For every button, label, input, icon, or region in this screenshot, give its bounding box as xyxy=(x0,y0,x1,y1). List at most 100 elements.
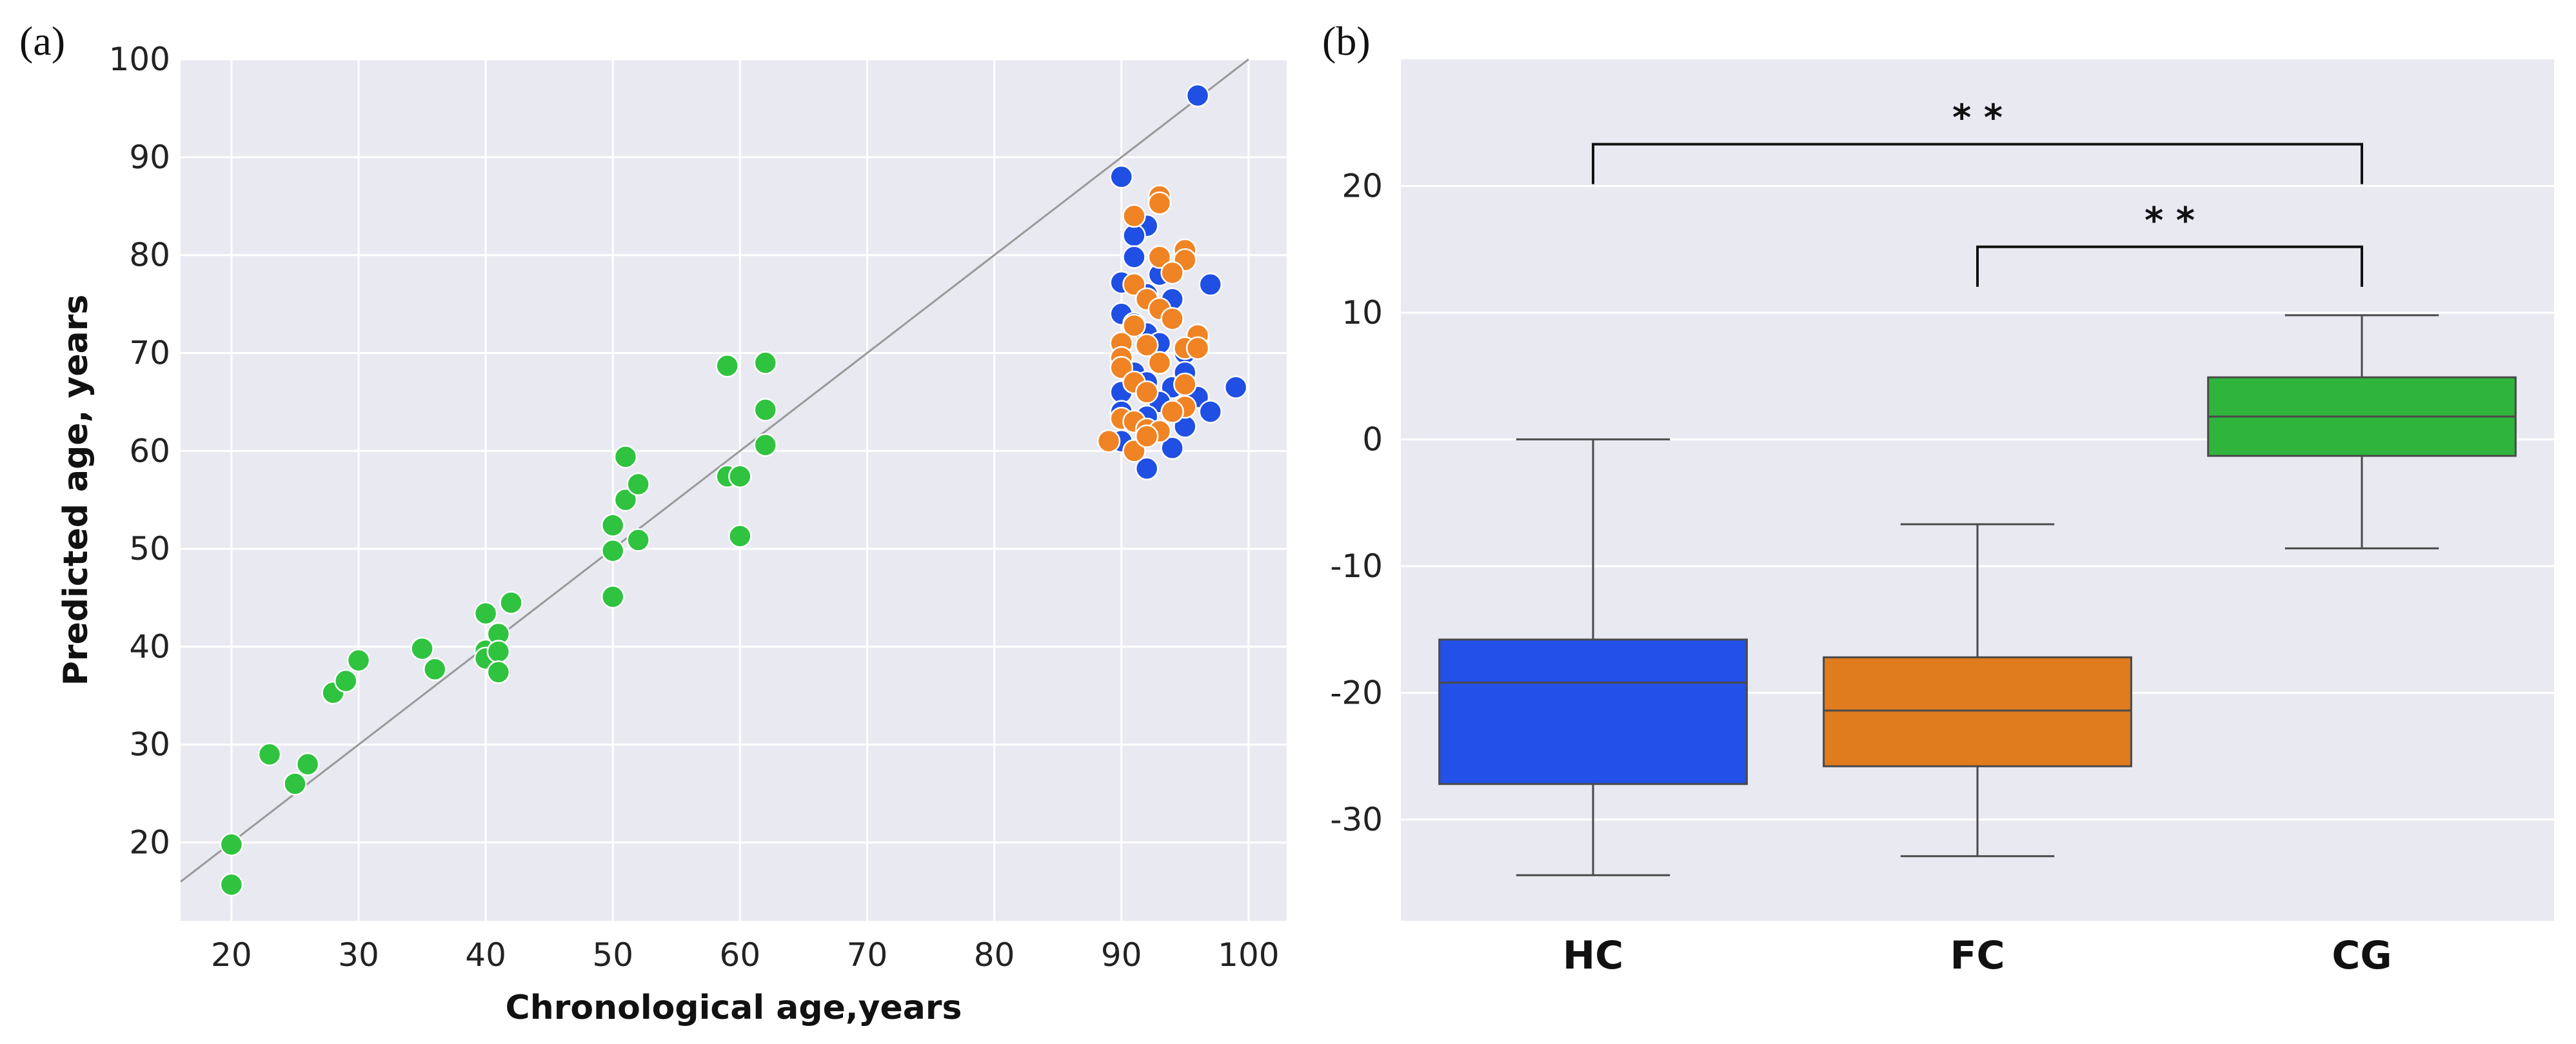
scatter-point xyxy=(1147,351,1172,375)
y-tick-label: -30 xyxy=(1330,801,1383,838)
scatter-point xyxy=(1185,336,1210,360)
scatter-point xyxy=(1173,372,1197,397)
y-tick-label: 80 xyxy=(129,237,170,274)
significance-label: * * xyxy=(2145,200,2195,242)
category-label: CG xyxy=(2332,933,2392,978)
scatter-point xyxy=(1160,400,1184,424)
scatter-point xyxy=(257,742,282,767)
scatter-point xyxy=(1134,457,1159,480)
y-tick-label: -10 xyxy=(1330,547,1383,585)
significance-label: * * xyxy=(1952,97,2003,139)
box-fc xyxy=(1823,523,2132,858)
scatter-point xyxy=(753,433,778,457)
y-tick-label: 70 xyxy=(129,334,170,371)
scatter-point xyxy=(1096,429,1121,453)
significance-brackets: * * * * xyxy=(1592,97,2363,287)
scatter-point xyxy=(334,669,358,693)
scatter-point xyxy=(626,528,650,552)
scatter-point xyxy=(1198,272,1222,297)
box-tick-labels: 20 10 0 -10 -20 -30 xyxy=(1330,167,1383,838)
scatter-point xyxy=(715,353,739,378)
scatter-point xyxy=(1185,83,1210,108)
y-tick-label: 30 xyxy=(129,726,170,763)
y-tick-label: 90 xyxy=(129,139,170,176)
category-label: FC xyxy=(1950,933,2005,978)
scatter-point xyxy=(1160,436,1184,460)
x-tick-label: 90 xyxy=(1101,936,1142,974)
box-cg xyxy=(2207,314,2517,549)
scatter-point xyxy=(295,752,320,776)
scatter-point xyxy=(423,657,447,682)
x-tick-label: 20 xyxy=(211,936,252,974)
scatter-point xyxy=(1122,245,1146,269)
scatter-point xyxy=(626,472,650,497)
y-tick-label: 10 xyxy=(1342,294,1383,331)
x-axis-title: Chronological age,years xyxy=(506,989,962,1027)
scatter-point xyxy=(486,640,511,664)
box-series xyxy=(1438,314,2517,876)
y-tick-label: 40 xyxy=(129,628,170,665)
y-tick-label: 0 xyxy=(1362,420,1383,458)
scatter-plot-area xyxy=(181,59,1287,921)
scatter-point xyxy=(283,772,307,796)
scatter-point xyxy=(1109,164,1133,189)
scatter-point xyxy=(1147,191,1172,215)
scatter-point xyxy=(410,636,434,661)
scatter-point xyxy=(613,488,638,512)
scatter-point xyxy=(1198,400,1222,424)
scatter-point xyxy=(1224,375,1248,399)
scatter-point xyxy=(1134,380,1159,404)
panel-a-label: (a) xyxy=(19,18,65,64)
significance-bracket xyxy=(1592,143,2363,184)
panel-b-label: (b) xyxy=(1322,18,1371,64)
scatter-grid xyxy=(181,58,1287,921)
x-tick-label: 60 xyxy=(720,936,761,974)
scatter-point xyxy=(346,648,371,673)
iqr-box xyxy=(1823,656,2132,767)
scatter-point xyxy=(1160,307,1184,331)
x-tick-label: 40 xyxy=(465,936,506,974)
y-tick-label: 100 xyxy=(109,41,170,78)
y-tick-label: 60 xyxy=(129,432,170,469)
scatter-point xyxy=(753,351,778,375)
scatter-point xyxy=(728,524,752,548)
category-label: HC xyxy=(1563,933,1623,978)
scatter-point xyxy=(728,464,752,488)
scatter-point xyxy=(600,513,625,537)
y-axis-title: Predicted age, years xyxy=(57,295,95,686)
iqr-box xyxy=(1438,638,1748,785)
y-tick-label: 50 xyxy=(129,530,170,567)
scatter-point xyxy=(600,585,625,609)
y-tick-label: 20 xyxy=(1342,167,1383,204)
scatter-chart: 20 30 40 50 60 70 80 90 100 20 30 40 50 60 70 80 90 100 C… xyxy=(57,41,1287,1027)
x-tick-label: 100 xyxy=(1218,936,1279,974)
scatter-point xyxy=(1122,224,1146,248)
scatter-point xyxy=(753,398,778,422)
x-tick-label: 70 xyxy=(847,936,888,974)
identity-line xyxy=(180,58,1249,883)
scatter-point xyxy=(613,445,638,469)
significance-bracket xyxy=(1976,245,2363,287)
box-chart: 20 10 0 -10 -20 -30 * * * * HC FC CG xyxy=(1330,59,2554,978)
scatter-points xyxy=(219,83,1248,897)
x-tick-label: 30 xyxy=(338,936,379,974)
scatter-point xyxy=(600,538,625,563)
scatter-point xyxy=(1160,261,1184,285)
category-labels: HC FC CG xyxy=(1563,933,2392,978)
scatter-point xyxy=(1134,333,1159,357)
scatter-point xyxy=(219,872,244,897)
scatter-point xyxy=(499,591,523,615)
scatter-point xyxy=(219,832,244,856)
x-tick-label: 80 xyxy=(974,936,1015,974)
y-tick-label: 20 xyxy=(129,824,170,862)
scatter-tick-labels: 20 30 40 50 60 70 80 90 100 20 30 40 50 60 70 80 90 100 xyxy=(109,41,1280,974)
scatter-point xyxy=(473,602,498,625)
y-tick-label: -20 xyxy=(1330,674,1383,711)
x-tick-label: 50 xyxy=(592,936,633,974)
scatter-point xyxy=(1122,313,1146,338)
scatter-point xyxy=(486,660,511,684)
box-hc xyxy=(1438,438,1748,876)
scatter-point xyxy=(1122,204,1146,228)
scatter-point xyxy=(1134,424,1159,448)
